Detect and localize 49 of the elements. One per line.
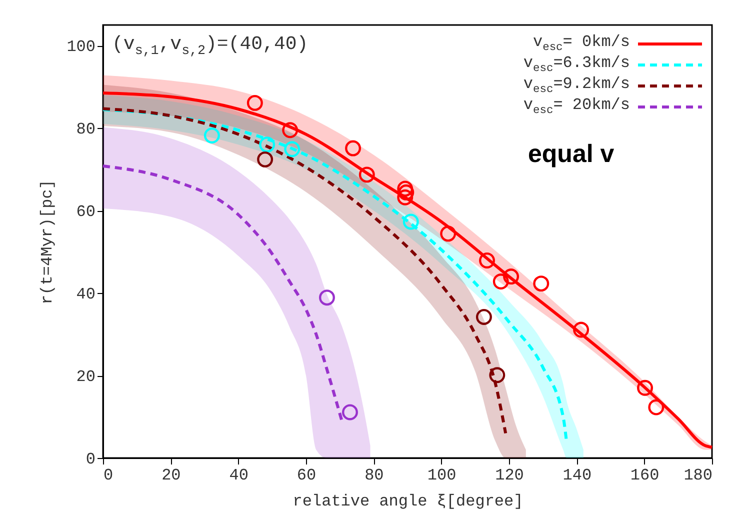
point bbox=[479, 252, 495, 268]
point bbox=[573, 322, 590, 338]
point bbox=[342, 404, 358, 420]
point bbox=[402, 214, 419, 230]
x-tick-label: 40 bbox=[229, 466, 248, 484]
point bbox=[282, 122, 298, 138]
point bbox=[489, 367, 506, 384]
y-tick-label: 20 bbox=[76, 368, 96, 386]
point bbox=[397, 180, 414, 197]
point bbox=[246, 94, 263, 111]
point bbox=[204, 128, 220, 144]
y-tick-label: 100 bbox=[66, 38, 96, 56]
legend-label: v$_{esc}$=9.2km/s bbox=[523, 74, 630, 96]
point bbox=[397, 189, 414, 206]
x-tick-label: 80 bbox=[364, 466, 384, 484]
x-tick-label: 60 bbox=[296, 466, 316, 484]
x-tick-label: 0 bbox=[104, 466, 114, 484]
point bbox=[637, 380, 653, 396]
x-axis-title: relative angle ξ[degree] bbox=[292, 492, 524, 510]
y-tick-label: 60 bbox=[76, 203, 96, 222]
y-tick-label: 0 bbox=[86, 450, 96, 468]
point bbox=[492, 274, 509, 290]
annotation: (v$_{s,1}$,v$_{s,2}$)=(40,40) bbox=[112, 33, 308, 58]
line-series bbox=[102, 107, 508, 435]
x-tick-label: 160 bbox=[630, 466, 660, 484]
x-tick-label: 180 bbox=[684, 466, 712, 484]
point bbox=[398, 184, 414, 200]
point bbox=[318, 290, 335, 306]
point bbox=[259, 136, 276, 153]
x-tick-label: 20 bbox=[162, 466, 181, 484]
y-tick-label: 40 bbox=[76, 286, 96, 304]
point bbox=[476, 308, 492, 325]
y-axis-title: r(t=4Myr)[pc] bbox=[38, 180, 57, 304]
point bbox=[358, 166, 375, 183]
x-tick-label: 100 bbox=[427, 466, 456, 484]
point bbox=[648, 399, 664, 416]
y-tick-label: 80 bbox=[76, 120, 96, 139]
point bbox=[533, 276, 550, 292]
x-tick-label: 140 bbox=[562, 466, 592, 484]
x-tick-label: 120 bbox=[495, 466, 524, 484]
legend-label: v$_{esc}$= 20km/s bbox=[523, 96, 630, 118]
point bbox=[503, 268, 520, 285]
legend-label: v$_{esc}$= 0km/s bbox=[533, 32, 630, 54]
point bbox=[440, 226, 456, 242]
point bbox=[257, 151, 274, 168]
annotation: equal v bbox=[528, 140, 614, 169]
point bbox=[345, 140, 362, 156]
point bbox=[284, 141, 300, 158]
legend-label: v$_{esc}$=6.3km/s bbox=[523, 54, 630, 76]
